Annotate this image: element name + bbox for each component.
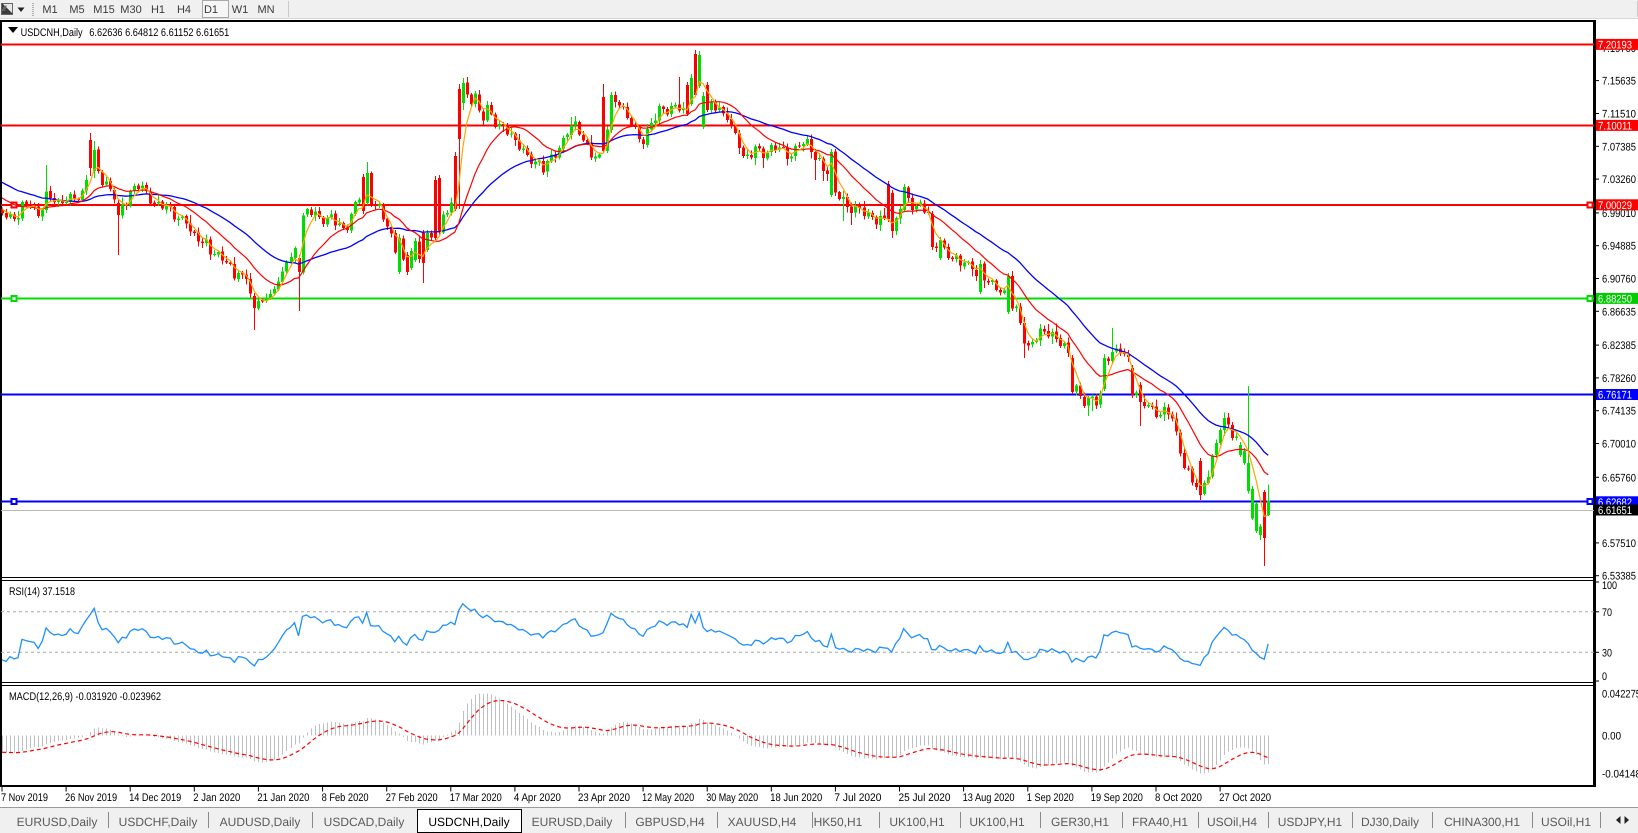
svg-text:XAUUSD,H4: XAUUSD,H4 xyxy=(728,815,797,829)
svg-text:H1: H1 xyxy=(151,4,165,16)
svg-text:8 Oct 2020: 8 Oct 2020 xyxy=(1155,792,1202,804)
svg-text:D1: D1 xyxy=(204,4,218,16)
svg-text:AUDUSD,Daily: AUDUSD,Daily xyxy=(220,815,301,829)
svg-text:0.00: 0.00 xyxy=(1602,731,1621,743)
svg-text:7.11510: 7.11510 xyxy=(1602,109,1636,121)
svg-text:CHINA300,H1: CHINA300,H1 xyxy=(1444,815,1520,829)
svg-text:W1: W1 xyxy=(232,4,249,16)
svg-text:19 Sep 2020: 19 Sep 2020 xyxy=(1091,792,1143,804)
svg-text:GER30,H1: GER30,H1 xyxy=(1051,815,1109,829)
svg-text:7.03260: 7.03260 xyxy=(1602,174,1636,186)
svg-text:USDCNH,Daily: USDCNH,Daily xyxy=(428,815,509,829)
svg-text:M5: M5 xyxy=(69,4,84,16)
svg-text:USDJPY,H1: USDJPY,H1 xyxy=(1278,815,1343,829)
svg-text:USDCAD,Daily: USDCAD,Daily xyxy=(324,815,405,829)
svg-text:USDCNH,Daily: USDCNH,Daily xyxy=(21,27,83,39)
svg-text:H4: H4 xyxy=(177,4,191,16)
svg-text:EURUSD,Daily: EURUSD,Daily xyxy=(17,815,98,829)
svg-text:23 Apr 2020: 23 Apr 2020 xyxy=(578,792,630,804)
svg-text:0: 0 xyxy=(1602,671,1607,683)
svg-text:6.61651: 6.61651 xyxy=(1598,505,1632,517)
svg-text:1 Sep 2020: 1 Sep 2020 xyxy=(1027,792,1074,804)
svg-text:GBPUSD,H4: GBPUSD,H4 xyxy=(635,815,705,829)
svg-text:6.53385: 6.53385 xyxy=(1602,571,1636,583)
svg-text:6.57510: 6.57510 xyxy=(1602,538,1636,550)
svg-text:7.00029: 7.00029 xyxy=(1598,200,1632,212)
svg-text:100: 100 xyxy=(1602,580,1617,592)
svg-text:8 Feb 2020: 8 Feb 2020 xyxy=(322,792,369,804)
svg-text:6.90760: 6.90760 xyxy=(1602,274,1636,286)
svg-text:26 Nov 2019: 26 Nov 2019 xyxy=(65,792,117,804)
svg-text:UK100,H1: UK100,H1 xyxy=(889,815,945,829)
svg-text:4 Apr 2020: 4 Apr 2020 xyxy=(514,792,561,804)
svg-text:M30: M30 xyxy=(120,4,141,16)
svg-text:25 Jul 2020: 25 Jul 2020 xyxy=(899,792,951,804)
svg-text:6.78260: 6.78260 xyxy=(1602,373,1636,385)
svg-text:6.82385: 6.82385 xyxy=(1602,340,1636,352)
svg-text:70: 70 xyxy=(1602,607,1612,619)
svg-text:FRA40,H1: FRA40,H1 xyxy=(1132,815,1188,829)
svg-text:17 Mar 2020: 17 Mar 2020 xyxy=(450,792,502,804)
svg-text:7.10011: 7.10011 xyxy=(1598,120,1632,132)
svg-text:UK100,H1: UK100,H1 xyxy=(969,815,1025,829)
svg-text:7 Nov 2019: 7 Nov 2019 xyxy=(1,792,48,804)
svg-text:30 May 2020: 30 May 2020 xyxy=(706,792,758,804)
svg-text:USOil,H1: USOil,H1 xyxy=(1541,815,1591,829)
svg-text:M1: M1 xyxy=(42,4,57,16)
svg-text:2 Jan 2020: 2 Jan 2020 xyxy=(193,792,240,804)
svg-text:MACD(12,26,9) -0.031920 -0.023: MACD(12,26,9) -0.031920 -0.023962 xyxy=(9,691,161,703)
svg-text:6.76171: 6.76171 xyxy=(1598,390,1632,402)
svg-text:7.20193: 7.20193 xyxy=(1598,39,1632,51)
svg-text:6.99010: 6.99010 xyxy=(1602,208,1636,220)
svg-text:USOil,H4: USOil,H4 xyxy=(1207,815,1257,829)
svg-text:7 Jul 2020: 7 Jul 2020 xyxy=(834,792,881,804)
svg-text:30: 30 xyxy=(1602,647,1612,659)
svg-text:DJ30,Daily: DJ30,Daily xyxy=(1361,815,1419,829)
svg-text:21 Jan 2020: 21 Jan 2020 xyxy=(257,792,309,804)
svg-text:6.88250: 6.88250 xyxy=(1598,293,1632,305)
svg-text:6.94885: 6.94885 xyxy=(1602,241,1636,253)
svg-text:6.74135: 6.74135 xyxy=(1602,406,1636,418)
svg-text:-0.04148: -0.04148 xyxy=(1602,769,1638,781)
svg-text:12 May 2020: 12 May 2020 xyxy=(642,792,694,804)
svg-text:27 Oct 2020: 27 Oct 2020 xyxy=(1219,792,1271,804)
svg-text:7.15635: 7.15635 xyxy=(1602,76,1636,88)
svg-text:14 Dec 2019: 14 Dec 2019 xyxy=(129,792,181,804)
svg-text:RSI(14) 37.1518: RSI(14) 37.1518 xyxy=(9,586,75,598)
svg-text:0.042275: 0.042275 xyxy=(1602,689,1638,701)
svg-text:6.62636 6.64812 6.61152 6.6165: 6.62636 6.64812 6.61152 6.61651 xyxy=(89,27,229,39)
svg-text:HK50,H1: HK50,H1 xyxy=(814,815,863,829)
svg-text:6.70010: 6.70010 xyxy=(1602,439,1636,451)
svg-text:6.86635: 6.86635 xyxy=(1602,306,1636,318)
svg-text:27 Feb 2020: 27 Feb 2020 xyxy=(386,792,438,804)
svg-text:MN: MN xyxy=(257,4,274,16)
svg-text:M15: M15 xyxy=(93,4,114,16)
svg-text:EURUSD,Daily: EURUSD,Daily xyxy=(532,815,613,829)
svg-text:6.65760: 6.65760 xyxy=(1602,472,1636,484)
svg-text:18 Jun 2020: 18 Jun 2020 xyxy=(770,792,822,804)
svg-text:7.07385: 7.07385 xyxy=(1602,141,1636,153)
svg-text:13 Aug 2020: 13 Aug 2020 xyxy=(963,792,1015,804)
svg-text:USDCHF,Daily: USDCHF,Daily xyxy=(119,815,198,829)
